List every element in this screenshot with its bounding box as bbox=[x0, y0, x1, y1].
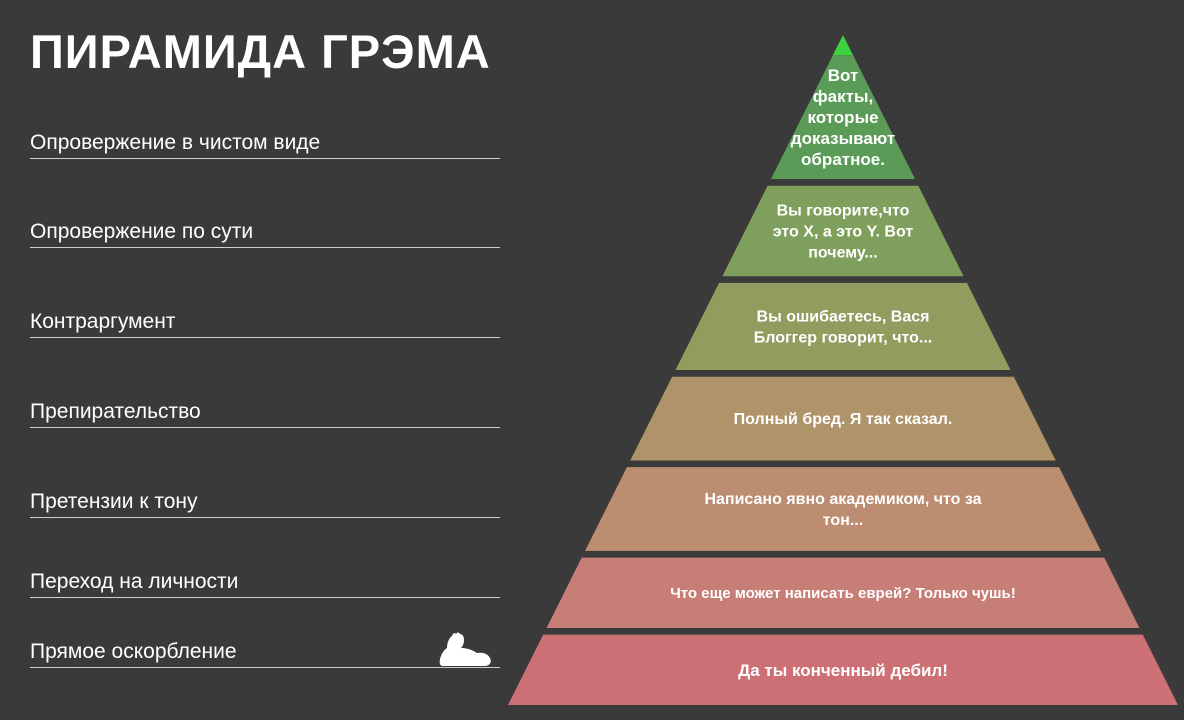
level-label: Препирательство bbox=[30, 400, 500, 428]
pyramid-diagram: Вотфакты,которыедоказываютобратное.Вы го… bbox=[508, 30, 1178, 710]
segment-text: Да ты конченный дебил! bbox=[738, 661, 948, 680]
pyramid-segment bbox=[585, 467, 1101, 551]
segment-text: Полный бред. Я так сказал. bbox=[734, 411, 953, 428]
pyramid-apex bbox=[833, 35, 853, 55]
pyramid-svg: Вотфакты,которыедоказываютобратное.Вы го… bbox=[508, 30, 1178, 710]
page-title: ПИРАМИДА ГРЭМА bbox=[30, 24, 491, 79]
level-label: Прямое оскорбление bbox=[30, 640, 500, 668]
level-label: Опровержение в чистом виде bbox=[30, 131, 500, 159]
pyramid-segment bbox=[676, 283, 1011, 370]
level-label: Опровержение по сути bbox=[30, 220, 500, 248]
level-label: Контраргумент bbox=[30, 310, 500, 338]
level-label: Переход на личности bbox=[30, 570, 500, 598]
level-label: Претензии к тону bbox=[30, 490, 500, 518]
cat-icon bbox=[437, 631, 492, 667]
segment-text: Что еще может написать еврей? Только чуш… bbox=[670, 585, 1016, 602]
